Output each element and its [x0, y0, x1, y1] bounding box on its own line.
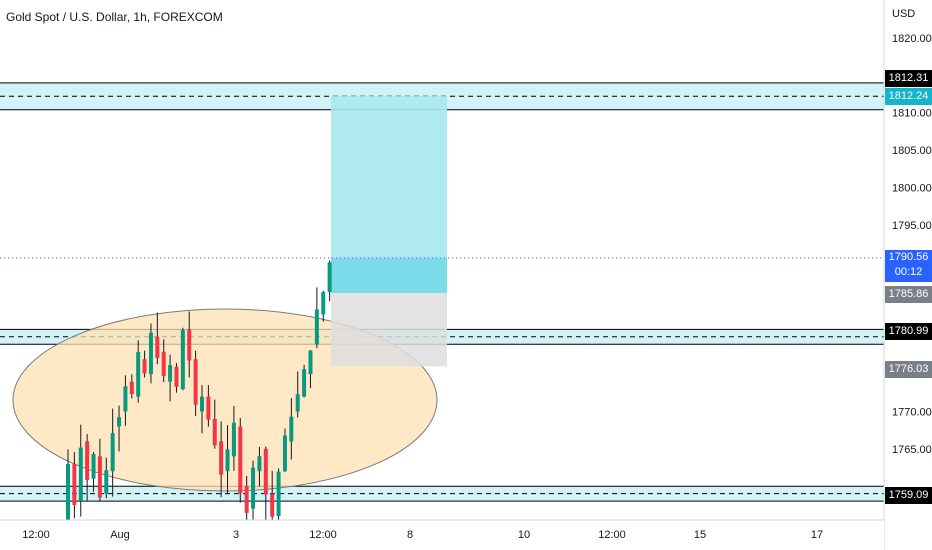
candle-body: [314, 309, 319, 345]
time-axis-tick: 15: [694, 529, 706, 541]
candle-body: [270, 493, 275, 517]
candle-body: [136, 351, 141, 397]
candle-body: [104, 470, 109, 494]
candle-body: [302, 369, 307, 397]
candle-body: [155, 336, 160, 359]
candle-body: [91, 453, 96, 479]
candle-body: [174, 366, 179, 387]
candle-body: [123, 386, 128, 412]
price-axis-tick: 1810.00: [892, 108, 932, 120]
time-axis-tick: 10: [518, 529, 530, 541]
candle-body: [193, 359, 198, 405]
price-tag-target-low: 1776.03: [885, 361, 932, 378]
price-tag-level-mid: 1780.99: [885, 323, 932, 340]
time-axis-tick: 3: [233, 529, 239, 541]
price-axis-tick: 1765.00: [892, 444, 932, 456]
price-tag-last: 1790.56 00:12: [885, 250, 932, 282]
candle-body: [244, 486, 249, 513]
candle-body: [212, 418, 217, 446]
candle-body: [180, 330, 185, 390]
candle-body: [200, 396, 204, 412]
candle-body: [289, 416, 294, 442]
time-axis-panel: [0, 520, 884, 550]
candle-body: [308, 350, 313, 375]
price-tag-stop: 1785.86: [885, 286, 932, 303]
candle-body: [276, 471, 281, 517]
candle-body: [251, 467, 256, 509]
candle-body: [85, 441, 90, 481]
price-tag-target: 1812.24: [885, 88, 932, 105]
price-axis-tick: 1805.00: [892, 145, 932, 157]
candle-body: [142, 359, 147, 374]
time-axis-tick: 17: [811, 529, 823, 541]
candle-body: [168, 365, 173, 382]
time-axis-tick: 8: [407, 529, 413, 541]
candle-body: [97, 456, 102, 498]
countdown-value: 00:12: [894, 266, 923, 278]
time-axis-tick: 12:00: [598, 529, 626, 541]
candle-body: [238, 426, 243, 494]
loss-zone: [331, 293, 447, 367]
symbol-title: Gold Spot / U.S. Dollar, 1h, FOREXCOM: [6, 10, 223, 24]
price-tag-level-top: 1812.31: [885, 70, 932, 87]
last-price-value: 1790.56: [888, 251, 929, 263]
candle-body: [327, 262, 332, 292]
candle-body: [72, 463, 77, 505]
candle-body: [161, 351, 166, 376]
price-axis-tick: 1800.00: [892, 182, 932, 194]
candle-body: [295, 394, 300, 412]
price-axis-tick: 1770.00: [892, 407, 932, 419]
candle-body: [231, 422, 236, 457]
candle-body: [321, 292, 326, 315]
candle-body: [225, 449, 230, 472]
candle-body: [219, 441, 224, 475]
candle-body: [282, 435, 287, 472]
time-axis-tick: 12:00: [309, 529, 337, 541]
candle-body: [110, 433, 115, 472]
candle-body: [263, 448, 268, 495]
candle-body: [257, 456, 262, 472]
profit-zone: [331, 95, 447, 258]
price-axis-tick: 1820.00: [892, 33, 932, 45]
candle-body: [66, 463, 70, 546]
candle-body: [187, 329, 192, 361]
candle-body: [78, 447, 83, 502]
candle-body: [206, 396, 211, 420]
candle-body: [117, 417, 122, 427]
time-axis-tick: 12:00: [22, 529, 50, 541]
candle-body: [148, 332, 153, 375]
candle-body: [129, 381, 134, 394]
filled-profit-zone: [331, 257, 447, 294]
time-axis-tick: Aug: [110, 529, 130, 541]
currency-label: USD: [892, 8, 916, 20]
price-tag-level-bottom: 1759.09: [885, 487, 932, 504]
price-axis-tick: 1795.00: [892, 220, 932, 232]
